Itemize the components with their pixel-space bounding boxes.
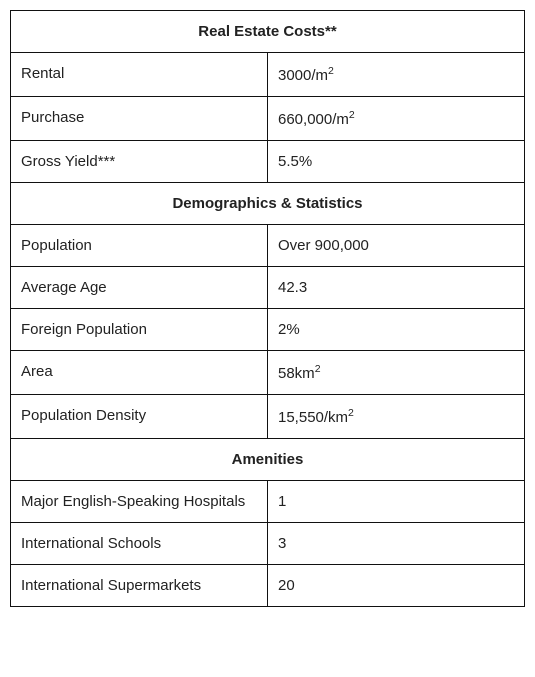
info-table: Real Estate Costs**Rental3000/m2Purchase… xyxy=(10,10,525,607)
row-value: 58km2 xyxy=(268,351,525,395)
info-table-body: Real Estate Costs**Rental3000/m2Purchase… xyxy=(11,11,525,607)
row-label: Population xyxy=(11,225,268,267)
row-value: 20 xyxy=(268,565,525,607)
table-row: Average Age42.3 xyxy=(11,267,525,309)
row-label: International Schools xyxy=(11,523,268,565)
row-label: Purchase xyxy=(11,97,268,141)
table-row: Rental3000/m2 xyxy=(11,53,525,97)
table-row: International Supermarkets20 xyxy=(11,565,525,607)
row-label: Average Age xyxy=(11,267,268,309)
section-header-row: Amenities xyxy=(11,439,525,481)
section-header-row: Real Estate Costs** xyxy=(11,11,525,53)
section-header: Demographics & Statistics xyxy=(11,183,525,225)
row-label: Area xyxy=(11,351,268,395)
table-row: PopulationOver 900,000 xyxy=(11,225,525,267)
table-row: Foreign Population2% xyxy=(11,309,525,351)
section-header: Amenities xyxy=(11,439,525,481)
table-row: International Schools3 xyxy=(11,523,525,565)
row-value: 5.5% xyxy=(268,141,525,183)
row-value: 42.3 xyxy=(268,267,525,309)
table-row: Area58km2 xyxy=(11,351,525,395)
row-value: 15,550/km2 xyxy=(268,395,525,439)
section-header: Real Estate Costs** xyxy=(11,11,525,53)
row-value: 3000/m2 xyxy=(268,53,525,97)
row-value: 1 xyxy=(268,481,525,523)
row-label: Gross Yield*** xyxy=(11,141,268,183)
row-label: Major English-Speaking Hospitals xyxy=(11,481,268,523)
row-value: 3 xyxy=(268,523,525,565)
row-value: 660,000/m2 xyxy=(268,97,525,141)
row-label: Foreign Population xyxy=(11,309,268,351)
row-value: 2% xyxy=(268,309,525,351)
section-header-row: Demographics & Statistics xyxy=(11,183,525,225)
row-label: Rental xyxy=(11,53,268,97)
row-label: Population Density xyxy=(11,395,268,439)
table-row: Gross Yield***5.5% xyxy=(11,141,525,183)
row-label: International Supermarkets xyxy=(11,565,268,607)
table-row: Major English-Speaking Hospitals1 xyxy=(11,481,525,523)
row-value: Over 900,000 xyxy=(268,225,525,267)
table-row: Population Density15,550/km2 xyxy=(11,395,525,439)
table-row: Purchase660,000/m2 xyxy=(11,97,525,141)
